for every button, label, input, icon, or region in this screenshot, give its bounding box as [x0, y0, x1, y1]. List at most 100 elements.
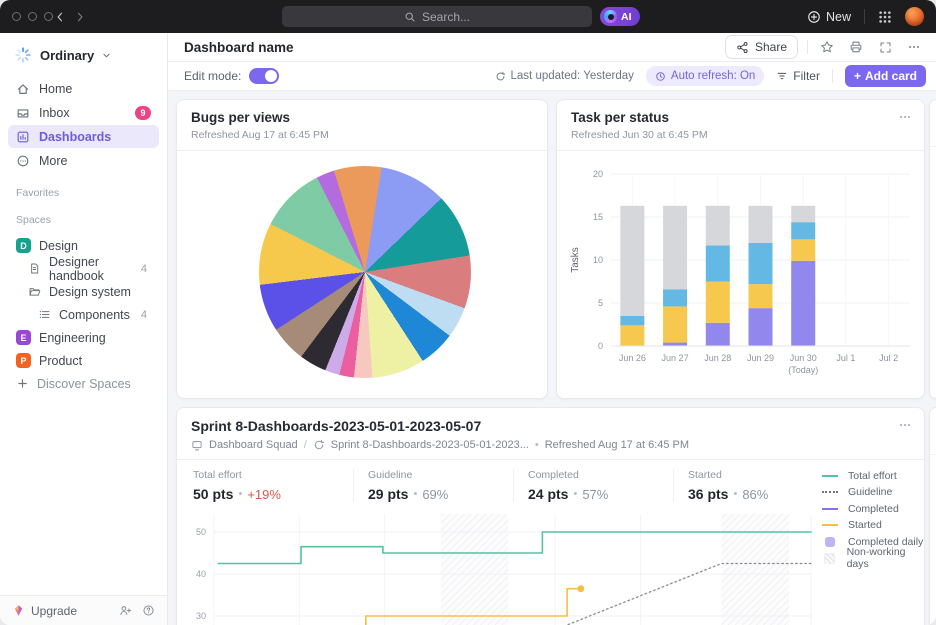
- stat-percent: 69%: [422, 486, 449, 502]
- svg-text:Jun 27: Jun 27: [662, 353, 689, 363]
- legend-swatch-hatch: [823, 552, 835, 564]
- header-more-menu[interactable]: [904, 37, 924, 57]
- legend-item-completed[interactable]: Completed: [821, 502, 924, 515]
- legend-item-total-effort[interactable]: Total effort: [821, 470, 924, 482]
- dashboards-icon: [16, 130, 30, 144]
- card-clipped-right: [929, 99, 936, 399]
- topbar-divider: [864, 9, 865, 24]
- print-button[interactable]: [846, 37, 866, 57]
- filter-button[interactable]: Filter: [776, 69, 820, 83]
- legend-swatch-line: [822, 474, 838, 477]
- share-button[interactable]: Share: [724, 35, 798, 59]
- document-icon: [28, 262, 41, 275]
- svg-text:0: 0: [598, 341, 603, 351]
- chevron-right-icon: [77, 12, 83, 22]
- filter-label: Filter: [793, 69, 820, 83]
- card-title: Task per status: [571, 110, 670, 125]
- stat-completed: Completed 24 pts • 57%: [513, 469, 673, 502]
- global-search-input[interactable]: Search...: [282, 6, 592, 27]
- breadcrumb-dot: •: [534, 439, 539, 451]
- window-zoom-icon[interactable]: [44, 12, 53, 21]
- inbox-icon: [16, 106, 30, 120]
- stat-value: 50 pts: [193, 486, 234, 502]
- svg-text:Jun 30: Jun 30: [790, 353, 817, 363]
- card-refreshed: Refreshed Aug 17 at 6:45 PM: [544, 439, 690, 451]
- invite-user-icon[interactable]: [119, 604, 132, 617]
- upgrade-label[interactable]: Upgrade: [31, 603, 78, 618]
- stat-dot: •: [238, 488, 243, 500]
- svg-text:Jun 28: Jun 28: [704, 353, 731, 363]
- card-header: Sprint 8-Dashboards-2023-05-01-2023-05-0…: [177, 408, 924, 460]
- legend-item-started[interactable]: Started: [821, 519, 924, 531]
- back-button[interactable]: [52, 9, 68, 25]
- svg-text:Jul 2: Jul 2: [879, 353, 898, 363]
- legend-item-guideline[interactable]: Guideline: [821, 486, 924, 498]
- help-icon[interactable]: [142, 604, 155, 617]
- discover-spaces-label: Discover Spaces: [37, 376, 131, 391]
- window-close-icon[interactable]: [12, 12, 21, 21]
- stat-label: Total effort: [193, 469, 242, 481]
- new-button[interactable]: New: [807, 10, 851, 24]
- space-avatar-engineering: E: [16, 330, 31, 345]
- favorite-star-button[interactable]: [817, 37, 837, 57]
- sidebar-item-label: More: [39, 153, 68, 168]
- pie-chart[interactable]: [259, 166, 471, 378]
- dashboard-header: Dashboard name Share: [168, 33, 936, 62]
- add-card-label: Add card: [864, 69, 917, 83]
- legend-swatch-square: [825, 536, 835, 547]
- window-minimize-icon[interactable]: [28, 12, 37, 21]
- sidebar-item-design-system[interactable]: Design system: [8, 280, 159, 303]
- ai-button[interactable]: AI: [600, 7, 640, 26]
- stat-dot: •: [413, 488, 418, 500]
- dashboard-toolbar: Edit mode: Last updated: Yesterday Auto …: [168, 62, 936, 91]
- user-avatar[interactable]: [905, 7, 924, 26]
- card-more-menu[interactable]: [898, 418, 912, 437]
- sidebar-item-label: Home: [39, 81, 73, 96]
- legend-swatch-line: [822, 507, 838, 510]
- sidebar-item-more[interactable]: More: [8, 149, 159, 172]
- sidebar-item-dashboards[interactable]: Dashboards: [8, 125, 159, 148]
- dashboard-canvas: Bugs per views Refreshed Aug 17 at 6:45 …: [168, 91, 936, 625]
- divider: [930, 146, 936, 147]
- sidebar-item-components[interactable]: Components 4: [8, 303, 159, 326]
- stat-guideline: Guideline 29 pts • 69%: [353, 469, 513, 502]
- card-sprint-burnup: Sprint 8-Dashboards-2023-05-01-2023-05-0…: [176, 407, 925, 625]
- breadcrumb-sprint[interactable]: Sprint 8-Dashboards-2023-05-01-2023...: [330, 439, 529, 451]
- fullscreen-button[interactable]: [875, 37, 895, 57]
- auto-refresh-pill[interactable]: Auto refresh: On: [645, 66, 765, 86]
- legend-label: Started: [848, 519, 882, 531]
- sidebar-space-product[interactable]: P Product: [8, 349, 159, 372]
- share-icon: [737, 41, 748, 53]
- svg-text:30: 30: [196, 611, 206, 621]
- sidebar-space-engineering[interactable]: E Engineering: [8, 326, 159, 349]
- legend-item-completed-daily[interactable]: Completed daily: [821, 536, 924, 548]
- forward-button[interactable]: [72, 9, 88, 25]
- spaces-section-label[interactable]: Spaces: [16, 214, 52, 226]
- edit-mode-label: Edit mode:: [184, 69, 242, 83]
- sidebar-item-inbox[interactable]: Inbox 9: [8, 101, 159, 124]
- space-label: Engineering: [39, 330, 106, 345]
- legend-item-non-working-days[interactable]: Non-working days: [821, 546, 924, 570]
- stat-label: Guideline: [368, 469, 413, 481]
- sidebar-item-designer-handbook[interactable]: Designer handbook 4: [8, 255, 159, 283]
- workspace-switcher[interactable]: Ordinary: [8, 41, 159, 69]
- edit-mode-toggle[interactable]: [249, 68, 280, 84]
- stacked-bar-chart[interactable]: 0 5 10 15 20 Jun 26 Jun 27 Jun 28 Jun 29 Jun 30 (T…: [565, 158, 918, 394]
- window-controls[interactable]: [12, 12, 53, 21]
- last-updated-label: Last updated: Yesterday: [510, 70, 634, 82]
- sprint-icon: [313, 439, 325, 451]
- add-card-button[interactable]: + Add card: [844, 65, 926, 87]
- workspace-name: Ordinary: [40, 47, 95, 63]
- breadcrumb-team[interactable]: Dashboard Squad: [209, 439, 298, 451]
- apps-grid-icon[interactable]: [878, 10, 892, 24]
- favorites-section-label[interactable]: Favorites: [16, 187, 60, 199]
- discover-spaces-button[interactable]: Discover Spaces: [8, 372, 159, 395]
- legend-label: Completed: [848, 502, 899, 515]
- burnup-line-chart[interactable]: 50 40 30: [177, 504, 925, 625]
- stat-value: 36 pts: [688, 486, 729, 502]
- card-more-menu[interactable]: [898, 110, 912, 129]
- sidebar-space-design[interactable]: D Design: [8, 234, 159, 257]
- sidebar-item-home[interactable]: Home: [8, 77, 159, 100]
- last-updated[interactable]: Last updated: Yesterday: [495, 70, 634, 82]
